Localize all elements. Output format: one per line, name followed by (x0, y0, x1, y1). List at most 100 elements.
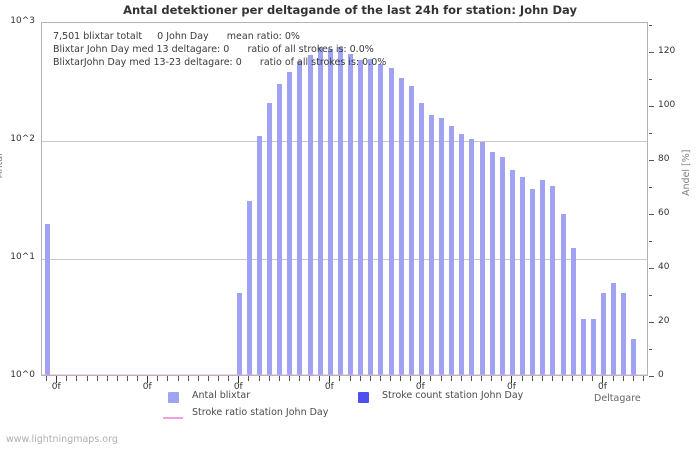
tick-mark (649, 321, 654, 323)
x-tick-minor (369, 376, 371, 381)
x-tick-minor (248, 376, 250, 381)
x-tick-minor (157, 376, 159, 381)
y-tick-label-right: 60 (658, 207, 670, 218)
x-tick-label: 0f (415, 382, 425, 392)
y-tick-label-right: 120 (658, 45, 676, 56)
x-tick-minor (400, 376, 402, 381)
x-tick-major (238, 376, 240, 383)
x-tick-label: 0f (51, 382, 61, 392)
x-tick-minor (359, 376, 361, 381)
bar (307, 54, 313, 375)
chart-title: Antal detektioner per deltagande of the … (123, 3, 577, 17)
annotation-line-1: 7,501 blixtar totalt 0 John Day mean rat… (53, 31, 300, 42)
x-tick-minor (592, 376, 594, 381)
bar (428, 114, 434, 375)
tick-mark (649, 24, 652, 26)
x-tick-minor (116, 376, 118, 381)
bar (499, 157, 505, 375)
legend: Antal blixtar Stroke count station John D… (0, 389, 700, 431)
x-tick-minor (410, 376, 412, 381)
x-tick-minor (572, 376, 574, 381)
ratio-line-series (42, 374, 647, 375)
bar (398, 77, 404, 375)
legend-label: Antal blixtar (192, 390, 251, 401)
y-tick-label-left: 10^0 (10, 370, 35, 380)
tick-mark (649, 294, 652, 296)
y-tick-label-left: 10^2 (10, 134, 35, 144)
x-tick-minor (46, 376, 48, 381)
y-tick-label-right: 100 (658, 99, 676, 110)
bar (277, 84, 283, 375)
bar (479, 141, 485, 375)
tick-mark (649, 51, 654, 53)
bar (348, 53, 354, 375)
bar (418, 103, 424, 375)
gridline (42, 141, 647, 142)
x-tick-minor (319, 376, 321, 381)
y-tick-label-right: 20 (658, 315, 670, 326)
tick-mark (649, 376, 654, 377)
y-tick-label-left: 10^3 (10, 16, 35, 26)
x-tick-minor (197, 376, 199, 381)
y-axis-label-left: Antal (0, 153, 5, 178)
legend-label: Stroke count station John Day (382, 390, 524, 401)
x-tick-minor (632, 376, 634, 381)
bar (631, 339, 637, 375)
bar (560, 214, 566, 375)
x-tick-minor (339, 376, 341, 381)
x-tick-major (56, 376, 58, 383)
legend-swatch (168, 392, 179, 403)
x-axis-label: Deltagare (594, 393, 641, 404)
bar (267, 103, 273, 375)
x-tick-minor (167, 376, 169, 381)
bar (600, 292, 606, 375)
bar (358, 59, 364, 375)
watermark: www.lightningmaps.org (6, 434, 118, 445)
bar (611, 283, 617, 375)
x-tick-minor (470, 376, 472, 381)
x-tick-minor (642, 376, 644, 381)
bar (297, 60, 303, 375)
bar (44, 224, 50, 375)
bar (246, 200, 252, 375)
x-tick-minor (187, 376, 189, 381)
x-tick-minor (521, 376, 523, 381)
tick-mark (649, 240, 652, 242)
gridline (42, 259, 647, 260)
tick-mark (649, 348, 652, 350)
x-tick-label: 0f (233, 382, 243, 392)
x-tick-major (602, 376, 604, 383)
tick-mark (649, 159, 654, 161)
x-tick-minor (460, 376, 462, 381)
x-tick-minor (278, 376, 280, 381)
legend-line-marker (163, 417, 183, 419)
tick-mark (649, 267, 654, 269)
x-tick-minor (531, 376, 533, 381)
x-tick-minor (177, 376, 179, 381)
bar (509, 169, 515, 375)
bar (317, 47, 323, 375)
bar (590, 318, 596, 375)
y-axis-label-right: Andel [%] (681, 149, 692, 197)
tick-mark (649, 132, 652, 134)
x-tick-minor (541, 376, 543, 381)
bar (469, 139, 475, 375)
annotation-line-3: BlixtarJohn Day med 13-23 deltagare: 0 r… (53, 57, 387, 68)
bar (520, 176, 526, 375)
bar (337, 47, 343, 375)
bar (489, 151, 495, 375)
x-tick-minor (551, 376, 553, 381)
x-tick-minor (430, 376, 432, 381)
x-tick-minor (228, 376, 230, 381)
x-tick-minor (390, 376, 392, 381)
x-tick-label: 0f (598, 382, 607, 392)
x-tick-major (147, 376, 149, 383)
tick-mark (649, 78, 652, 80)
x-tick-minor (481, 376, 483, 381)
tick-mark (649, 213, 654, 215)
x-tick-minor (137, 376, 139, 381)
bar (570, 247, 576, 375)
x-tick-minor (298, 376, 300, 381)
bar (550, 185, 556, 375)
y-tick-label-left: 10^1 (10, 252, 35, 262)
